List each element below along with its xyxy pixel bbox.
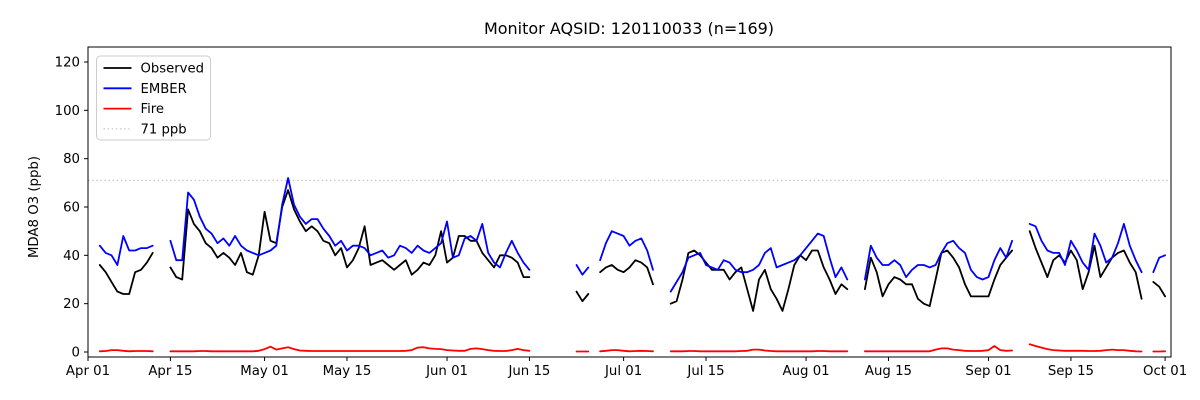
legend-label-fire: Fire	[141, 102, 165, 117]
x-tick-label: Aug 15	[865, 364, 912, 379]
y-tick-label: 100	[55, 104, 80, 119]
x-tick-label: May 01	[240, 364, 289, 379]
chart-title: Monitor AQSID: 120110033 (n=169)	[484, 19, 774, 38]
legend-label-ember: EMBER	[141, 82, 187, 97]
y-tick-label: 80	[63, 152, 80, 167]
plot-area: Apr 01 Apr 15 May 01 May 15 Jun 01 Jun 15 Jul …	[55, 46, 1187, 379]
y-tick-label: 40	[63, 249, 80, 264]
legend-label-observed: Observed	[141, 62, 204, 77]
x-tick-label: Apr 15	[148, 364, 192, 379]
y-tick-label: 60	[63, 200, 80, 215]
y-axis-label: MDA8 O3 (ppb)	[27, 156, 42, 258]
x-tick-label: Sep 15	[1048, 364, 1094, 379]
x-tick-label: Jul 15	[686, 364, 724, 379]
y-tick-label: 0	[72, 346, 80, 361]
x-tick-label: Jun 01	[425, 364, 468, 379]
x-tick-label: Jul 01	[604, 364, 642, 379]
y-tick-label: 20	[63, 297, 80, 312]
series-ember-line	[98, 177, 1166, 293]
x-tick-label: Oct 01	[1143, 364, 1187, 379]
legend-box	[96, 55, 211, 141]
y-tick-label: 120	[55, 55, 80, 70]
x-tick-label: Sep 01	[965, 364, 1011, 379]
legend-label-71-ppb: 71 ppb	[141, 122, 187, 137]
x-tick-label: Jun 15	[507, 364, 550, 379]
x-tick-label: Apr 01	[66, 364, 110, 379]
axes-spines	[87, 46, 1172, 358]
x-tick-label: May 15	[323, 364, 372, 379]
series-fire-line	[98, 343, 1166, 353]
x-tick-label: Aug 01	[783, 364, 830, 379]
series-observed-line	[98, 189, 1166, 312]
